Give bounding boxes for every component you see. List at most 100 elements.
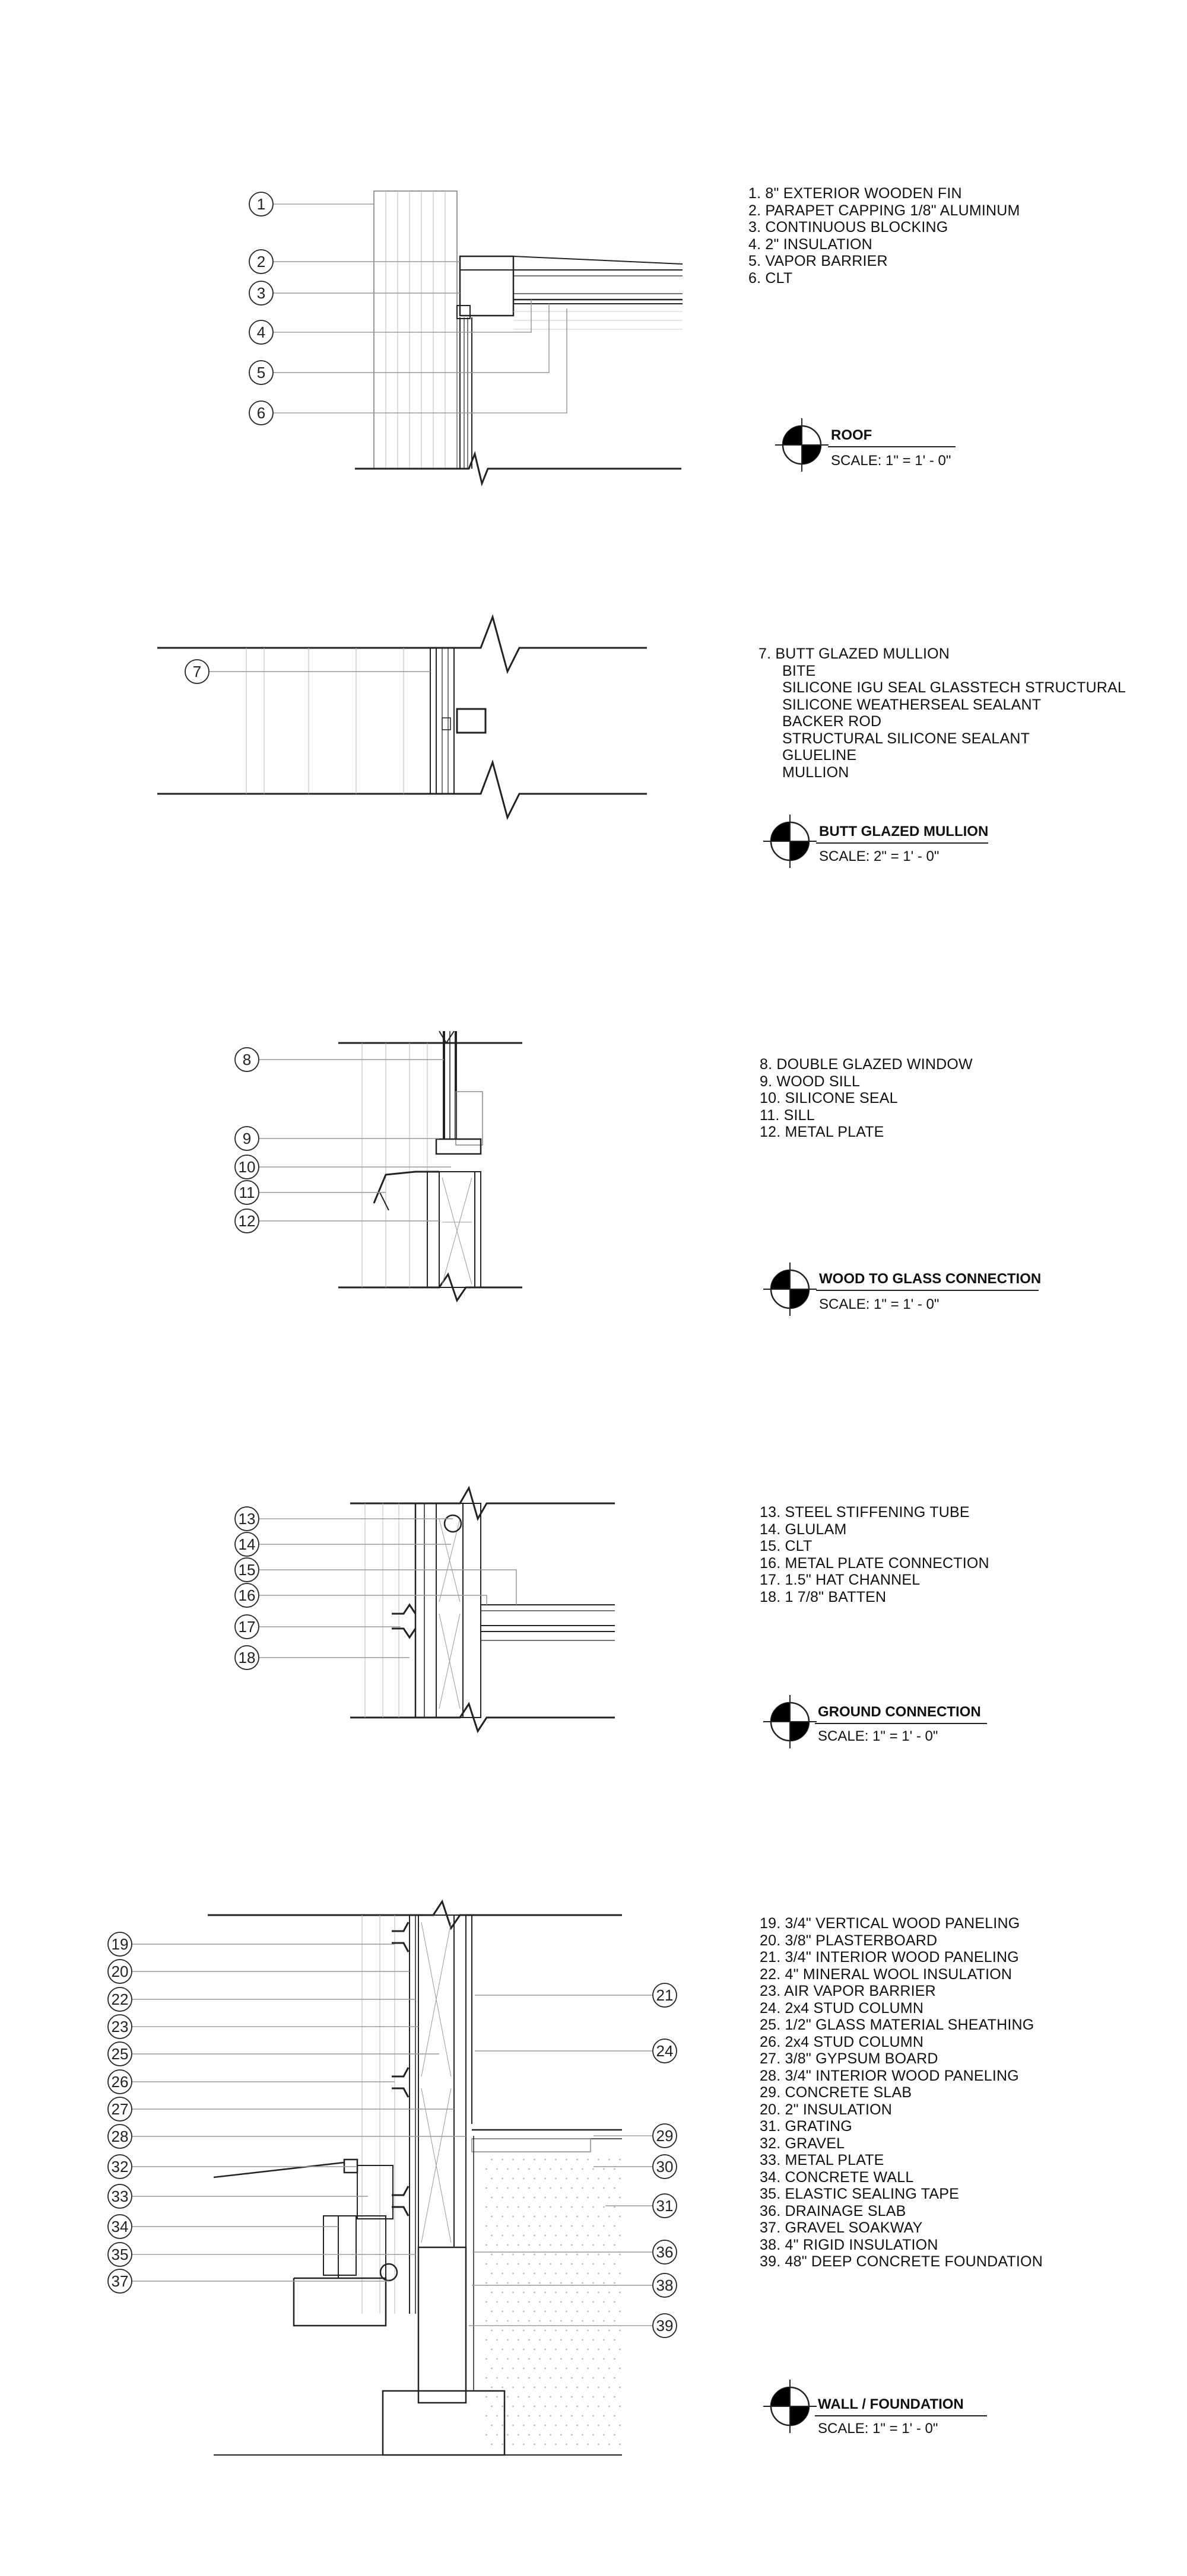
legend-item: 14. GLULAM: [760, 1521, 847, 1538]
legend-item: 20. 2" INSULATION: [760, 2101, 892, 2118]
legend-foundation: 19. 3/4" VERTICAL WOOD PANELING 20. 3/8"…: [760, 1915, 1043, 2270]
detail-title: WALL / FOUNDATION: [818, 2396, 964, 2412]
callout-number: 11: [239, 1184, 255, 1201]
roof-leaders: [273, 203, 567, 414]
callout-number: 25: [112, 2045, 129, 2063]
section-symbol-glass: [763, 1262, 817, 1316]
callout-number: 18: [239, 1649, 256, 1667]
callout-number: 23: [112, 2018, 129, 2036]
legend-item: 12. METAL PLATE: [760, 1124, 884, 1140]
legend-item: 28. 3/4" INTERIOR WOOD PANELING: [760, 2067, 1019, 2084]
title-underline: [828, 446, 956, 447]
callout-bubble-1: 1: [249, 192, 274, 217]
legend-item: 35. ELASTIC SEALING TAPE: [760, 2186, 959, 2202]
callout-number: 38: [656, 2276, 674, 2294]
callout-number: 29: [656, 2127, 674, 2145]
callout-bubble-27: 27: [107, 2097, 132, 2122]
callout-number: 19: [112, 1935, 129, 1953]
callout-number: 39: [656, 2317, 674, 2335]
callout-number: 28: [112, 2127, 129, 2145]
legend-item: 10. SILICONE SEAL: [760, 1090, 898, 1106]
callout-number: 9: [243, 1130, 251, 1147]
legend-item: 6. CLT: [748, 269, 793, 287]
callout-bubble-14: 14: [234, 1532, 259, 1557]
legend-item: 34. CONCRETE WALL: [760, 2168, 914, 2186]
callout-bubble-34: 34: [107, 2214, 132, 2239]
callout-bubble-39: 39: [652, 2313, 677, 2338]
callout-bubble-23: 23: [107, 2014, 132, 2039]
callout-bubble-5: 5: [249, 360, 274, 385]
callout-bubble-6: 6: [249, 400, 274, 425]
legend-subitem: STRUCTURAL SILICONE SEALANT: [782, 730, 1030, 747]
legend-item: 15. CLT: [760, 1538, 813, 1554]
callout-number: 16: [239, 1586, 256, 1604]
title-underline: [816, 1290, 1039, 1291]
glass-detail-drawing: [338, 1031, 522, 1303]
legend-item: 32. GRAVEL: [760, 2135, 845, 2152]
callout-number: 33: [112, 2187, 129, 2205]
callout-bubble-21: 21: [652, 1983, 677, 2008]
callout-number: 17: [239, 1618, 256, 1636]
callout-bubble-16: 16: [234, 1583, 259, 1608]
detail-scale: SCALE: 1" = 1' - 0": [818, 2421, 938, 2437]
section-symbol-ground: [763, 1695, 817, 1748]
legend-item: 20. 3/8" PLASTERBOARD: [760, 1932, 938, 1949]
callout-bubble-7: 7: [185, 659, 210, 684]
detail-title: GROUND CONNECTION: [818, 1704, 981, 1720]
detail-scale: SCALE: 1" = 1' - 0": [831, 453, 951, 469]
legend-subitem: SILICONE WEATHERSEAL SEALANT: [782, 696, 1042, 713]
title-underline: [815, 1723, 987, 1724]
legend-item: 13. STEEL STIFFENING TUBE: [760, 1504, 970, 1521]
callout-number: 8: [243, 1051, 251, 1068]
detail-scale: SCALE: 2" = 1' - 0": [819, 848, 940, 864]
foundation-leaders: [129, 1944, 653, 2326]
callout-bubble-25: 25: [107, 2041, 132, 2066]
callout-number: 6: [257, 404, 265, 422]
legend-item: 17. 1.5" HAT CHANNEL: [760, 1572, 921, 1588]
legend-item: 38. 4" RIGID INSULATION: [760, 2236, 938, 2253]
detail-scale: SCALE: 1" = 1' - 0": [818, 1728, 938, 1744]
callout-bubble-2: 2: [249, 249, 274, 274]
glass-leaders: [259, 1059, 451, 1222]
callout-bubble-9: 9: [234, 1126, 259, 1151]
legend-item: 23. AIR VAPOR BARRIER: [760, 1983, 936, 1999]
legend-item: 9. WOOD SILL: [760, 1073, 861, 1090]
legend-item: 11. SILL: [760, 1106, 815, 1124]
callout-bubble-11: 11: [234, 1180, 259, 1205]
detail-title: BUTT GLAZED MULLION: [819, 823, 989, 839]
legend-item: 27. 3/8" GYPSUM BOARD: [760, 2050, 938, 2067]
callout-number: 22: [112, 1990, 129, 2008]
roof-detail-drawing: [355, 190, 683, 486]
legend-glass: 8. DOUBLE GLAZED WINDOW 9. WOOD SILL 10.…: [760, 1056, 973, 1141]
callout-bubble-17: 17: [234, 1614, 259, 1639]
callout-bubble-4: 4: [249, 320, 274, 345]
callout-bubble-12: 12: [234, 1209, 259, 1233]
legend-item: 7. BUTT GLAZED MULLION: [758, 645, 950, 662]
callout-number: 10: [239, 1158, 256, 1176]
callout-bubble-15: 15: [234, 1557, 259, 1582]
legend-mullion: 7. BUTT GLAZED MULLION BITE SILICONE IGU…: [758, 645, 1126, 781]
callout-bubble-38: 38: [652, 2273, 677, 2298]
callout-number: 20: [112, 1963, 129, 1980]
title-underline: [816, 842, 988, 844]
callout-bubble-24: 24: [652, 2038, 677, 2063]
legend-item: 1. 8" EXTERIOR WOODEN FIN: [748, 185, 962, 202]
callout-number: 26: [112, 2073, 129, 2091]
callout-number: 1: [257, 195, 265, 213]
callout-number: 36: [656, 2243, 674, 2261]
legend-item: 5. VAPOR BARRIER: [748, 253, 888, 269]
section-symbol-roof: [775, 418, 829, 472]
callout-bubble-10: 10: [234, 1155, 259, 1179]
callout-bubble-37: 37: [107, 2269, 132, 2294]
detail-title: ROOF: [831, 427, 872, 443]
mullion-detail-drawing: [157, 614, 647, 820]
callout-bubbles: 1234567891011121314151617181920222325262…: [107, 192, 677, 2338]
callout-bubble-8: 8: [234, 1047, 259, 1072]
callout-bubble-22: 22: [107, 1987, 132, 2012]
legend-item: 18. 1 7/8" BATTEN: [760, 1588, 887, 1605]
legend-item: 26. 2x4 STUD COLUMN: [760, 2033, 924, 2050]
callout-bubble-18: 18: [234, 1645, 259, 1670]
legend-item: 33. METAL PLATE: [760, 2152, 884, 2168]
legend-subitem: GLUELINE: [782, 747, 857, 764]
